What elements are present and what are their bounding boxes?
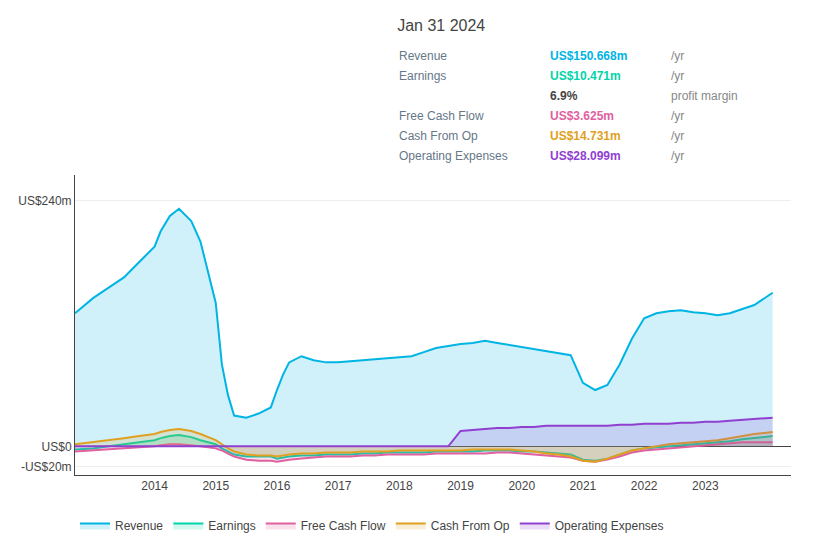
svg-text:/yr: /yr (671, 49, 684, 63)
svg-text:/yr: /yr (671, 129, 684, 143)
svg-text:2022: 2022 (631, 479, 658, 493)
svg-text:US$28.099m: US$28.099m (550, 149, 621, 163)
svg-text:2021: 2021 (570, 479, 597, 493)
svg-text:Free Cash Flow: Free Cash Flow (399, 109, 484, 123)
svg-text:Revenue: Revenue (115, 519, 163, 533)
svg-text:2018: 2018 (386, 479, 413, 493)
svg-text:Free Cash Flow: Free Cash Flow (301, 519, 386, 533)
svg-text:Earnings: Earnings (399, 69, 446, 83)
svg-text:Jan 31 2024: Jan 31 2024 (397, 17, 485, 34)
svg-text:Cash From Op: Cash From Op (431, 519, 510, 533)
svg-text:Operating Expenses: Operating Expenses (555, 519, 664, 533)
svg-text:Revenue: Revenue (399, 49, 447, 63)
svg-text:US$240m: US$240m (18, 194, 71, 208)
svg-text:/yr: /yr (671, 109, 684, 123)
svg-text:2016: 2016 (264, 479, 291, 493)
svg-text:US$14.731m: US$14.731m (550, 129, 621, 143)
svg-text:profit margin: profit margin (671, 89, 738, 103)
svg-text:Operating Expenses: Operating Expenses (399, 149, 508, 163)
svg-text:2023: 2023 (692, 479, 719, 493)
svg-text:US$3.625m: US$3.625m (550, 109, 614, 123)
svg-text:2020: 2020 (508, 479, 535, 493)
svg-text:Earnings: Earnings (208, 519, 255, 533)
svg-text:2014: 2014 (141, 479, 168, 493)
svg-text:/yr: /yr (671, 149, 684, 163)
svg-text:Cash From Op: Cash From Op (399, 129, 478, 143)
svg-text:US$0: US$0 (42, 440, 72, 454)
svg-text:-US$20m: -US$20m (21, 460, 72, 474)
svg-text:/yr: /yr (671, 69, 684, 83)
svg-text:2017: 2017 (325, 479, 352, 493)
svg-text:6.9%: 6.9% (550, 89, 578, 103)
svg-text:US$150.668m: US$150.668m (550, 49, 627, 63)
svg-text:US$10.471m: US$10.471m (550, 69, 621, 83)
svg-text:2019: 2019 (447, 479, 474, 493)
svg-text:2015: 2015 (202, 479, 229, 493)
